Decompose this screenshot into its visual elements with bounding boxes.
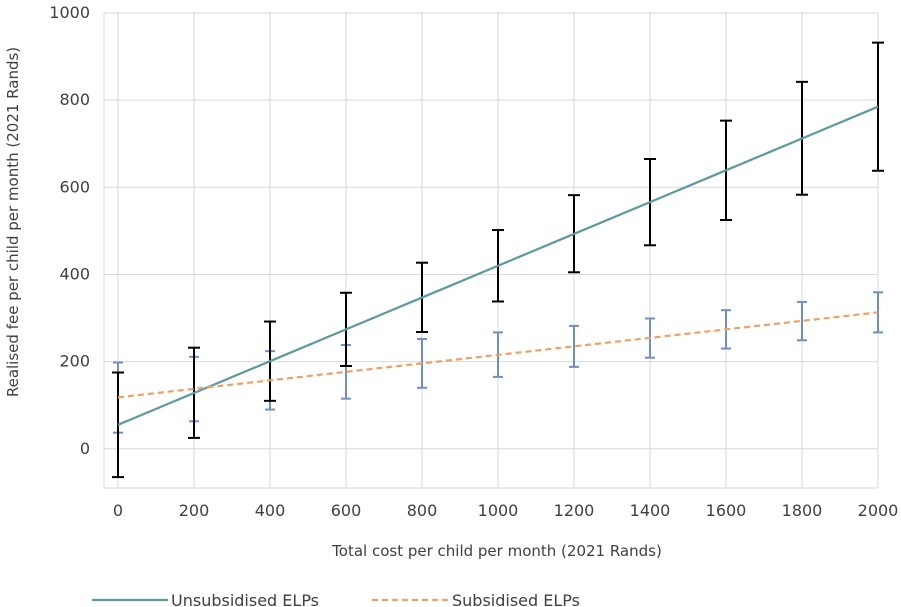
x-tick-label: 0 (113, 501, 123, 520)
error-bar (797, 300, 807, 342)
legend-label-unsubsidised: Unsubsidised ELPs (171, 591, 319, 607)
x-tick-label: 1200 (554, 501, 595, 520)
legend-label-subsidised: Subsidised ELPs (452, 591, 580, 607)
y-tick-label: 400 (59, 264, 90, 283)
legend: Unsubsidised ELPs Subsidised ELPs (92, 591, 580, 607)
x-axis-ticks: 0 200 400 600 800 1000 1200 1400 1600 1800 2000 (113, 501, 898, 520)
x-tick-label: 600 (331, 501, 362, 520)
series-lines (117, 105, 879, 426)
y-axis-ticks: 0 200 400 600 800 1000 (49, 3, 90, 458)
y-tick-label: 600 (59, 177, 90, 196)
y-tick-label: 1000 (49, 3, 90, 22)
y-tick-label: 800 (59, 90, 90, 109)
y-tick-label: 0 (80, 439, 90, 458)
series-line-unsubsidised (117, 105, 879, 426)
x-tick-label: 200 (179, 501, 210, 520)
x-tick-label: 1800 (782, 501, 823, 520)
error-bar (569, 324, 579, 368)
error-bars (112, 41, 884, 479)
x-tick-label: 1000 (478, 501, 519, 520)
x-axis-title: Total cost per child per month (2021 Ran… (331, 542, 662, 560)
gridlines (103, 12, 879, 489)
series-line-subsidised (117, 311, 879, 399)
y-axis-title: Realised fee per child per month (2021 R… (4, 47, 22, 397)
x-tick-label: 400 (255, 501, 286, 520)
y-tick-label: 200 (59, 352, 90, 371)
x-tick-label: 2000 (858, 501, 899, 520)
x-tick-label: 800 (407, 501, 438, 520)
x-tick-label: 1400 (630, 501, 671, 520)
x-tick-label: 1600 (706, 501, 747, 520)
